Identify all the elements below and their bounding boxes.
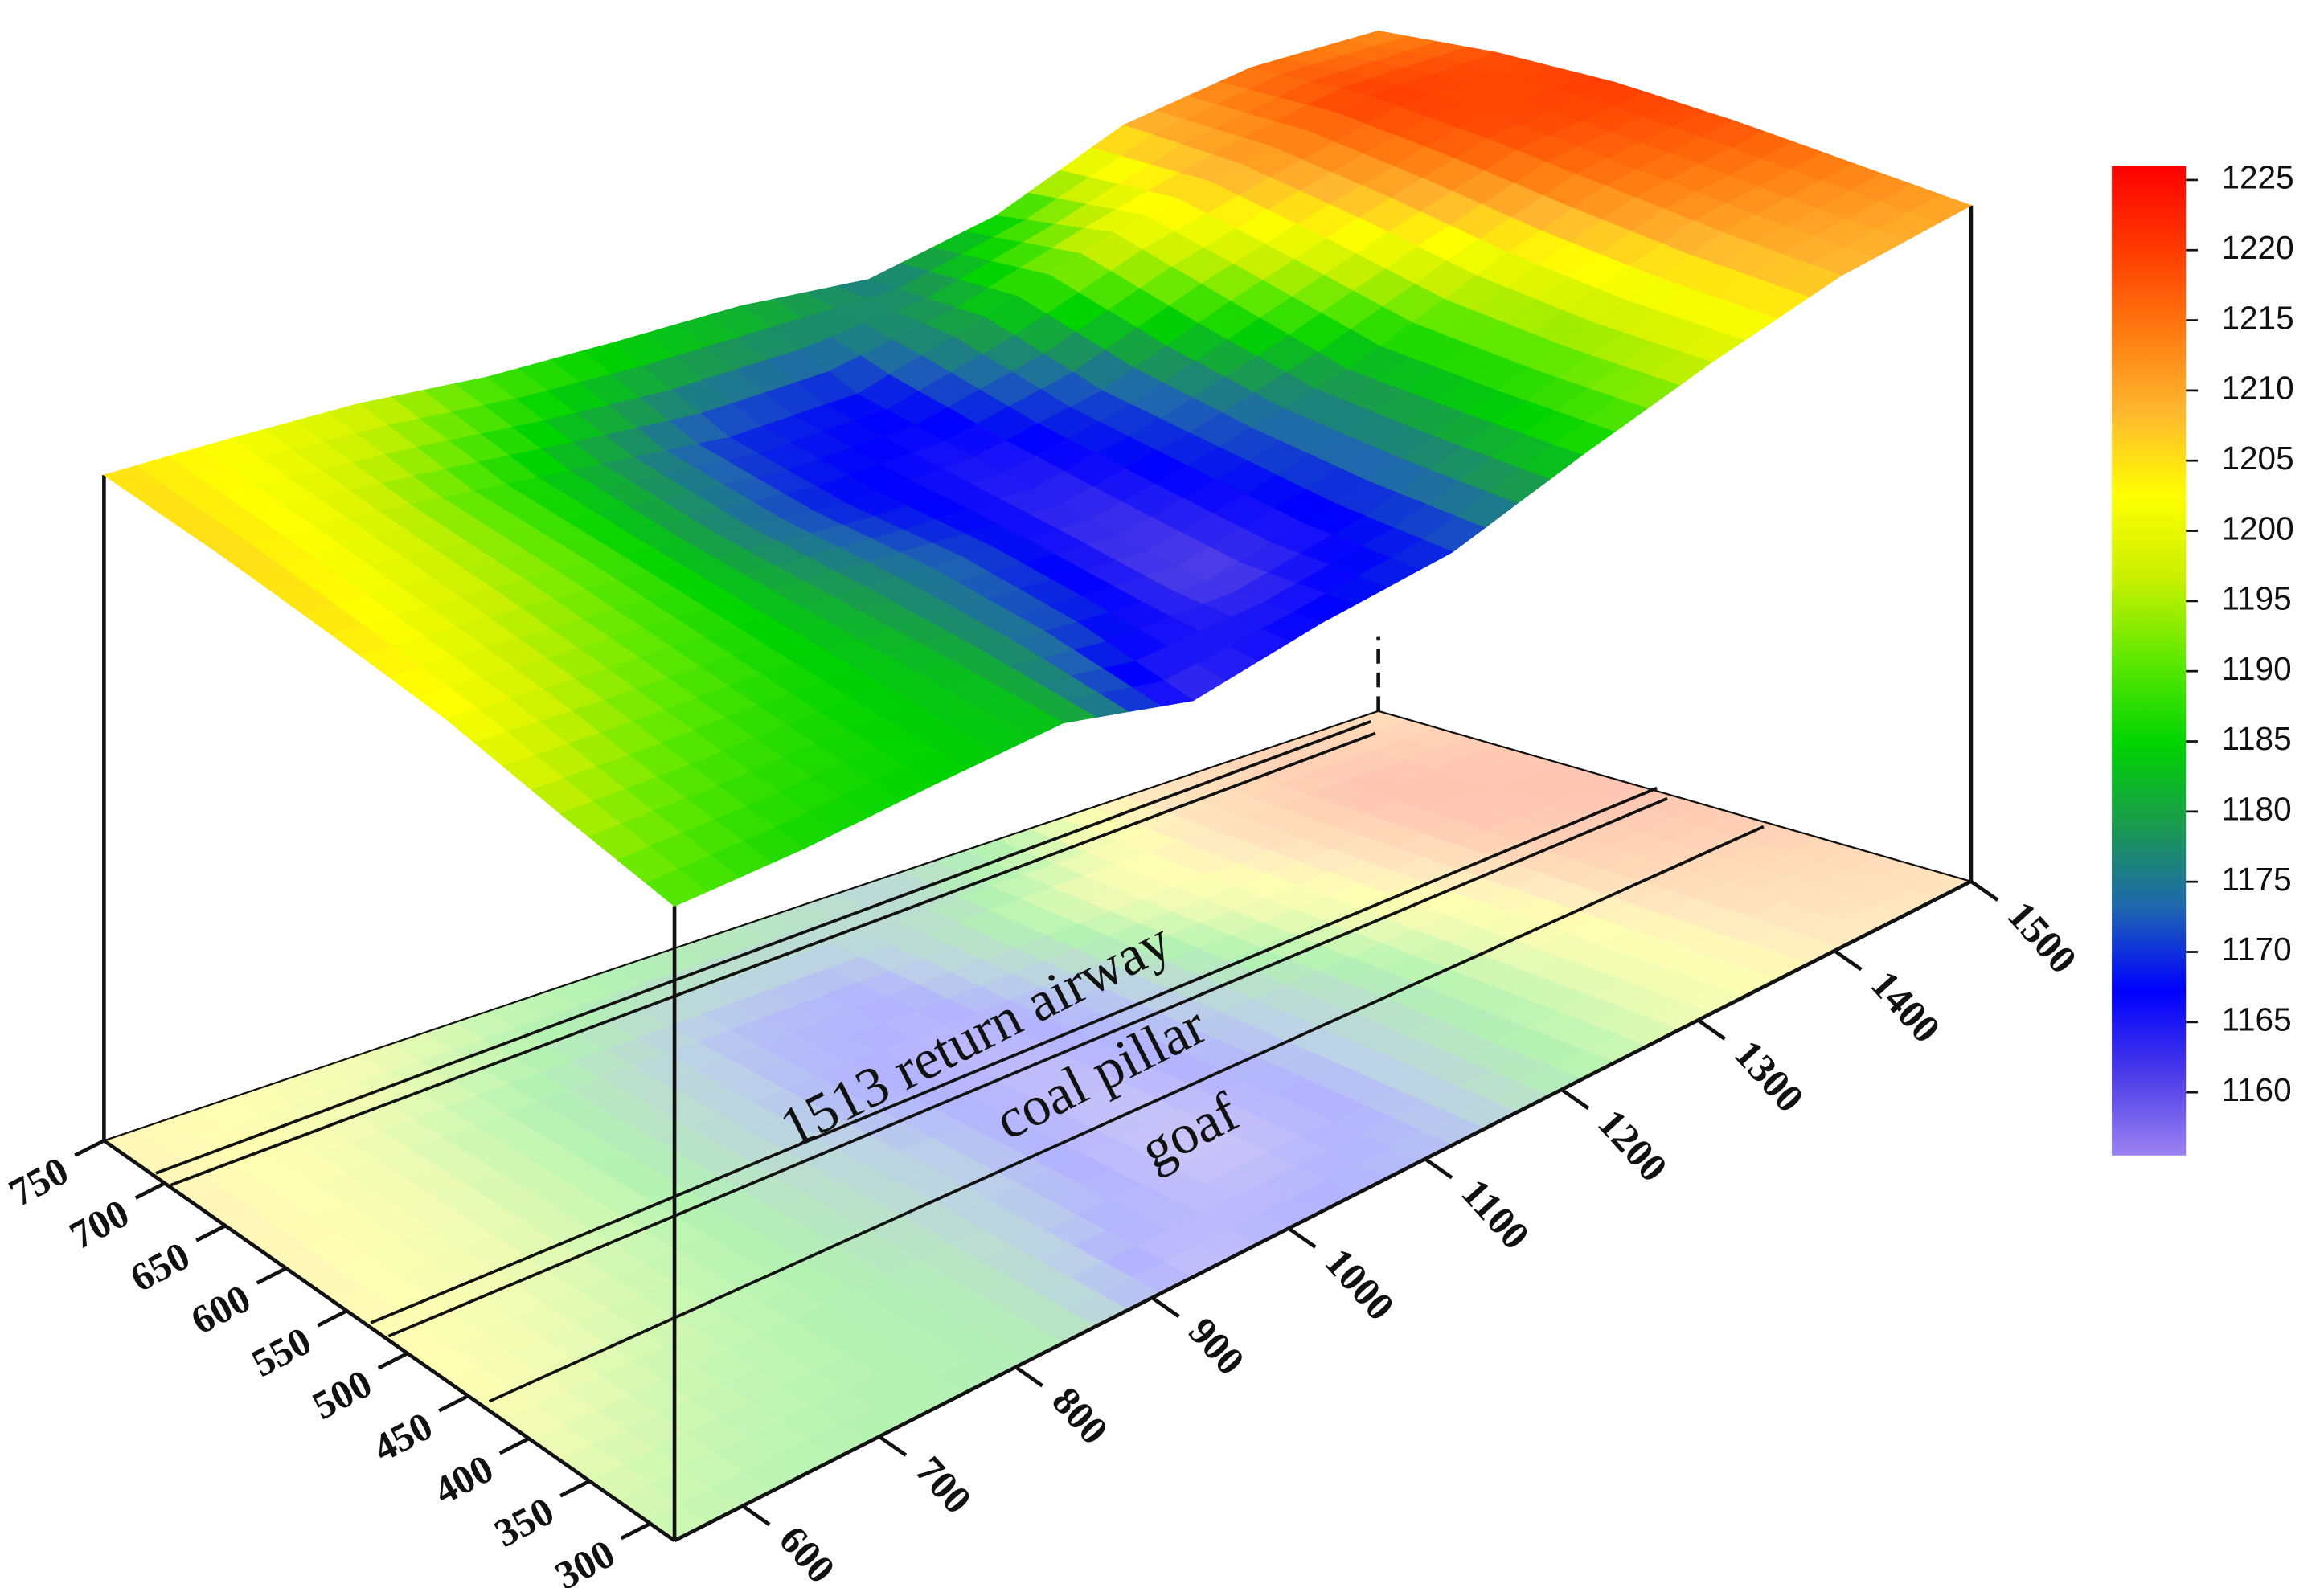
y-tick bbox=[377, 1352, 408, 1370]
y-tick-label: 350 bbox=[487, 1488, 561, 1556]
floor-edge bbox=[1378, 710, 1972, 882]
x-tick bbox=[1969, 879, 1999, 902]
y-tick-label: 450 bbox=[366, 1403, 440, 1471]
x-tick-label: 1500 bbox=[1999, 893, 2085, 982]
surface-cell bbox=[645, 868, 708, 907]
colorbar-label: 1210 bbox=[2221, 370, 2293, 407]
x-tick bbox=[878, 1435, 908, 1457]
x-tick-label: 600 bbox=[771, 1517, 844, 1588]
colorbar: 1160 1165 1170 1175 1180 1185 1190 1195 1200 1205… bbox=[2112, 159, 2294, 1156]
y-tick bbox=[74, 1139, 105, 1157]
box-frame bbox=[102, 205, 1974, 1543]
y-tick-label: 650 bbox=[123, 1234, 197, 1301]
roadway-line bbox=[155, 719, 1372, 1175]
surface bbox=[103, 30, 1973, 907]
y-tick-label: 300 bbox=[548, 1531, 622, 1588]
x-tick bbox=[1014, 1365, 1044, 1388]
y-tick-label: 400 bbox=[427, 1446, 501, 1513]
x-tick bbox=[1697, 1018, 1726, 1041]
colorbar-label: 1160 bbox=[2221, 1071, 2291, 1108]
colorbar-label: 1200 bbox=[2221, 510, 2293, 546]
y-tick-label: 500 bbox=[305, 1361, 379, 1428]
roadway-line bbox=[170, 731, 1376, 1187]
x-tick-label: 800 bbox=[1043, 1378, 1117, 1452]
colorbar-label: 1190 bbox=[2221, 650, 2291, 687]
x-tick bbox=[1287, 1226, 1317, 1249]
y-tick bbox=[559, 1479, 591, 1498]
colorbar-scale bbox=[2112, 166, 2187, 1156]
colorbar-label: 1220 bbox=[2221, 229, 2293, 266]
colorbar-label: 1170 bbox=[2221, 931, 2291, 968]
x-tick bbox=[1833, 949, 1863, 972]
y-tick-label: 700 bbox=[63, 1191, 137, 1259]
roadway-lines bbox=[155, 719, 1765, 1403]
y-tick bbox=[134, 1181, 166, 1200]
roadway-line bbox=[488, 825, 1765, 1403]
x-tick-label: 1200 bbox=[1589, 1101, 1675, 1190]
y-tick bbox=[195, 1224, 227, 1242]
x-tick bbox=[1424, 1157, 1453, 1180]
x-tick bbox=[1560, 1087, 1590, 1110]
x-tick-label: 1400 bbox=[1863, 962, 1949, 1051]
y-tick bbox=[498, 1436, 530, 1455]
floor-edge bbox=[103, 1139, 676, 1542]
x-tick-label: 700 bbox=[907, 1448, 980, 1522]
y-tick bbox=[256, 1267, 287, 1285]
x-tick-label: 1100 bbox=[1453, 1170, 1538, 1258]
x-tick-label: 1300 bbox=[1726, 1032, 1812, 1121]
colorbar-label: 1215 bbox=[2221, 299, 2293, 336]
roadway-line bbox=[370, 786, 1658, 1324]
x-tick bbox=[1150, 1295, 1180, 1318]
colorbar-label: 1195 bbox=[2221, 580, 2291, 617]
x-tick-label: 1000 bbox=[1317, 1240, 1403, 1329]
colorbar-label: 1225 bbox=[2221, 159, 2293, 196]
colorbar-label: 1205 bbox=[2221, 440, 2293, 477]
y-tick bbox=[620, 1521, 651, 1541]
floor-edge bbox=[674, 879, 1972, 1543]
floor-edge bbox=[104, 710, 1379, 1142]
colorbar-label: 1175 bbox=[2221, 861, 2291, 898]
roadway-line bbox=[387, 796, 1668, 1338]
colorbar-label: 1165 bbox=[2221, 1001, 2291, 1038]
floor-projection bbox=[103, 710, 1973, 1541]
y-tick bbox=[317, 1309, 348, 1328]
colorbar-label: 1180 bbox=[2221, 791, 2291, 828]
y-tick-label: 750 bbox=[2, 1148, 76, 1216]
y-tick-label: 550 bbox=[244, 1318, 318, 1385]
y-tick bbox=[438, 1394, 469, 1413]
x-tick bbox=[741, 1504, 771, 1527]
x-tick-label: 900 bbox=[1180, 1309, 1253, 1383]
colorbar-label: 1185 bbox=[2221, 720, 2291, 757]
y-tick-label: 600 bbox=[184, 1276, 258, 1344]
